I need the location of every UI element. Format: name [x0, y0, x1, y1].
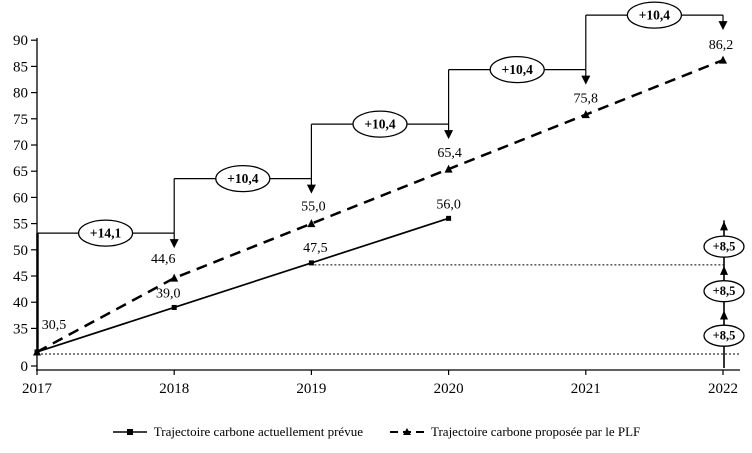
increment-label: +8,5 — [713, 240, 736, 254]
arrow-down-icon — [581, 75, 591, 85]
y-tick-label: 50 — [13, 243, 28, 259]
legend-item-current: Trajectoire carbone actuellement prévue — [112, 424, 363, 440]
increment-label: +10,4 — [639, 8, 671, 23]
y-tick-label: 80 — [13, 86, 28, 102]
data-point-marker-triangle — [307, 219, 316, 228]
y-tick-label: 85 — [13, 59, 28, 75]
x-tick-label: 2018 — [159, 381, 189, 397]
y-tick-label: 60 — [13, 190, 28, 206]
y-tick-label: 65 — [13, 164, 28, 180]
data-point-label: 75,8 — [574, 92, 599, 107]
y-tick-label: 45 — [13, 269, 28, 285]
increment-ellipse — [703, 235, 745, 258]
series-line-current — [36, 217, 449, 353]
arrow-up-icon — [720, 310, 728, 320]
y-tick-label: 70 — [13, 138, 28, 154]
arrow-down-icon — [718, 21, 728, 31]
y-tick-label: 0 — [21, 359, 29, 375]
arrow-up-icon — [720, 221, 728, 231]
y-tick-label: 55 — [13, 217, 28, 233]
data-point-label: 44,6 — [151, 252, 176, 267]
data-point-marker-triangle — [170, 273, 179, 282]
data-point-label: 55,0 — [301, 200, 326, 215]
data-point-marker-square — [446, 215, 452, 221]
y-tick-label: 35 — [13, 321, 28, 337]
x-tick-label: 2019 — [296, 381, 326, 397]
increment-ellipse — [489, 55, 545, 84]
y-tick-label: 75 — [13, 112, 28, 128]
increment-label: +10,4 — [502, 62, 534, 77]
increment-label: +14,1 — [90, 226, 122, 241]
increment-ellipse — [215, 164, 271, 193]
data-point-label: 65,4 — [437, 146, 462, 161]
data-point-label: 86,2 — [709, 38, 734, 53]
y-tick-label: 40 — [13, 295, 28, 311]
legend-item-proposed: Trajectoire carbone proposée par le PLF — [389, 424, 640, 440]
increment-label: +8,5 — [713, 329, 736, 343]
arrow-down-icon — [444, 130, 454, 140]
data-point-marker-square — [308, 260, 314, 266]
x-tick-label: 2017 — [22, 381, 53, 397]
legend-marker-dashed-triangle-icon — [389, 428, 424, 435]
increment-ellipse — [626, 1, 683, 29]
data-point-marker-triangle — [719, 55, 727, 64]
increment-label: +10,4 — [227, 171, 259, 186]
data-point-label: 56,0 — [436, 197, 461, 212]
increment-ellipse — [703, 280, 745, 303]
arrow-down-icon — [169, 239, 179, 249]
series-line-proposed — [36, 58, 724, 354]
x-tick-label: 2021 — [571, 381, 601, 397]
increment-ellipse — [352, 110, 408, 138]
data-point-marker-square — [171, 304, 177, 310]
data-point-marker-triangle — [581, 110, 590, 119]
arrow-down-icon — [306, 184, 316, 194]
data-point-marker-triangle — [444, 164, 453, 173]
increment-ellipse — [77, 219, 134, 247]
y-tick-label: 90 — [13, 33, 28, 49]
data-point-label: 47,5 — [303, 241, 328, 256]
increment-ellipse — [703, 324, 745, 347]
legend: Trajectoire carbone actuellement prévue … — [0, 424, 752, 440]
increment-label: +10,4 — [364, 117, 396, 132]
legend-label-current: Trajectoire carbone actuellement prévue — [153, 424, 363, 439]
legend-marker-solid-square-icon — [112, 429, 147, 435]
increment-label: +8,5 — [713, 284, 736, 298]
data-point-label: 30,5 — [42, 318, 67, 333]
chart-plot-area: 90 85 80 75 70 65 60 55 50 45 40 35 0 2017 2018 2019 202… — [13, 1, 745, 397]
legend-label-proposed: Trajectoire carbone proposée par le PLF — [430, 424, 641, 439]
arrow-up-icon — [720, 265, 728, 275]
data-point-marker-triangle — [33, 347, 41, 356]
data-point-label: 39,0 — [156, 286, 181, 301]
x-tick-label: 2022 — [708, 381, 738, 397]
x-tick-label: 2020 — [434, 381, 464, 397]
